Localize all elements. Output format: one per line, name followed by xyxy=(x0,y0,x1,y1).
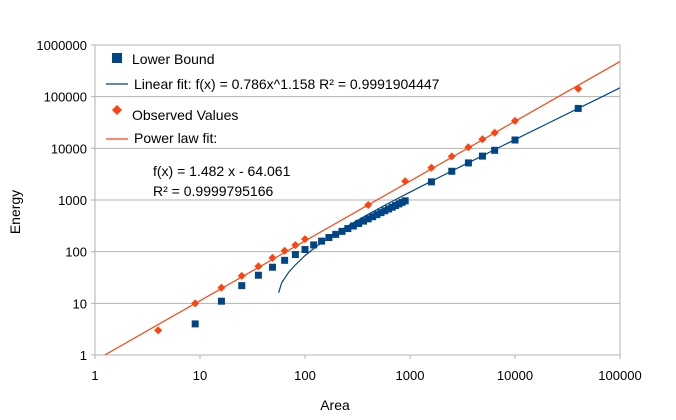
data-point-observed xyxy=(280,246,289,255)
data-point-observed xyxy=(237,271,246,280)
data-point-lower-bound xyxy=(268,263,276,271)
legend-label-power-law-fit: Power law fit: xyxy=(134,130,217,146)
legend-label-lower-bound: Lower Bound xyxy=(132,51,215,67)
y-axis-label: Energy xyxy=(7,190,23,234)
data-point-observed xyxy=(191,299,200,308)
data-point-observed xyxy=(464,143,473,152)
data-point-lower-bound xyxy=(254,271,262,279)
data-point-lower-bound xyxy=(332,230,340,238)
data-point-lower-bound xyxy=(360,217,368,225)
data-point-lower-bound xyxy=(478,152,486,160)
data-point-lower-bound xyxy=(238,282,246,290)
data-point-lower-bound xyxy=(338,227,346,235)
data-point-observed xyxy=(447,152,456,161)
data-point-lower-bound xyxy=(310,241,318,249)
x-tick-label: 1000 xyxy=(396,368,425,383)
data-point-lower-bound xyxy=(373,211,381,219)
x-tick-label: 1 xyxy=(91,368,98,383)
legend-marker-observed xyxy=(112,105,122,115)
data-point-observed xyxy=(154,326,163,335)
data-point-lower-bound xyxy=(344,225,352,233)
fit-equation: f(x) = 1.482 x - 64.061 xyxy=(153,163,291,179)
y-tick-label: 10000 xyxy=(51,141,87,156)
data-point-lower-bound xyxy=(464,159,472,167)
data-point-lower-bound xyxy=(377,209,385,217)
x-axis-label: Area xyxy=(320,397,350,413)
data-point-lower-bound xyxy=(318,237,326,245)
legend-label-linear-fit: Linear fit: f(x) = 0.786x^1.158 R² = 0.9… xyxy=(134,76,440,92)
x-tick-label: 100 xyxy=(294,368,316,383)
data-point-observed xyxy=(401,177,410,186)
x-tick-label: 10000 xyxy=(497,368,533,383)
y-tick-label: 1000 xyxy=(58,193,87,208)
data-point-observed xyxy=(490,128,499,137)
data-point-lower-bound xyxy=(191,320,199,328)
x-axis: 1 10 100 1000 10000 100000 xyxy=(91,355,642,383)
y-axis: 1 10 100 1000 10000 100000 1000000 xyxy=(36,38,95,363)
legend-marker-lower-bound xyxy=(112,53,122,63)
series-line-3 xyxy=(104,60,620,355)
data-point-lower-bound xyxy=(291,251,299,259)
data-point-observed xyxy=(511,116,519,125)
series-line-1 xyxy=(278,87,620,293)
x-tick-label: 10 xyxy=(193,368,207,383)
data-point-lower-bound xyxy=(217,297,225,305)
data-point-observed xyxy=(478,135,487,144)
y-tick-label: 100000 xyxy=(44,90,87,105)
data-point-observed xyxy=(217,283,226,292)
data-point-lower-bound xyxy=(427,178,435,186)
legend: Lower Bound Linear fit: f(x) = 0.786x^1.… xyxy=(106,51,440,146)
data-point-observed xyxy=(254,262,263,271)
y-tick-label: 1000000 xyxy=(36,38,87,53)
series-layer xyxy=(104,60,620,355)
data-point-lower-bound xyxy=(491,146,499,154)
data-point-lower-bound xyxy=(364,215,372,223)
data-point-lower-bound xyxy=(448,167,456,175)
data-point-lower-bound xyxy=(369,213,377,221)
data-point-lower-bound xyxy=(349,222,357,230)
data-point-lower-bound xyxy=(511,136,519,144)
grid xyxy=(95,44,620,356)
y-tick-label: 100 xyxy=(65,245,87,260)
data-point-observed xyxy=(364,201,373,210)
data-point-observed xyxy=(427,163,436,172)
data-point-lower-bound xyxy=(301,246,309,254)
data-point-lower-bound xyxy=(381,207,389,215)
data-point-observed xyxy=(291,241,300,250)
data-point-observed xyxy=(301,235,309,244)
fit-r-squared: R² = 0.9999795166 xyxy=(153,183,273,199)
y-tick-label: 1 xyxy=(80,348,87,363)
data-point-observed xyxy=(574,84,583,93)
data-point-lower-bound xyxy=(281,256,289,264)
data-point-observed xyxy=(268,253,277,262)
data-point-lower-bound xyxy=(401,197,409,205)
data-point-lower-bound xyxy=(355,219,363,227)
legend-label-observed: Observed Values xyxy=(132,107,238,123)
x-tick-label: 100000 xyxy=(598,368,641,383)
data-point-lower-bound xyxy=(325,234,333,242)
data-point-lower-bound xyxy=(574,104,582,112)
y-tick-label: 10 xyxy=(73,296,87,311)
data-point-lower-bound xyxy=(385,205,393,213)
